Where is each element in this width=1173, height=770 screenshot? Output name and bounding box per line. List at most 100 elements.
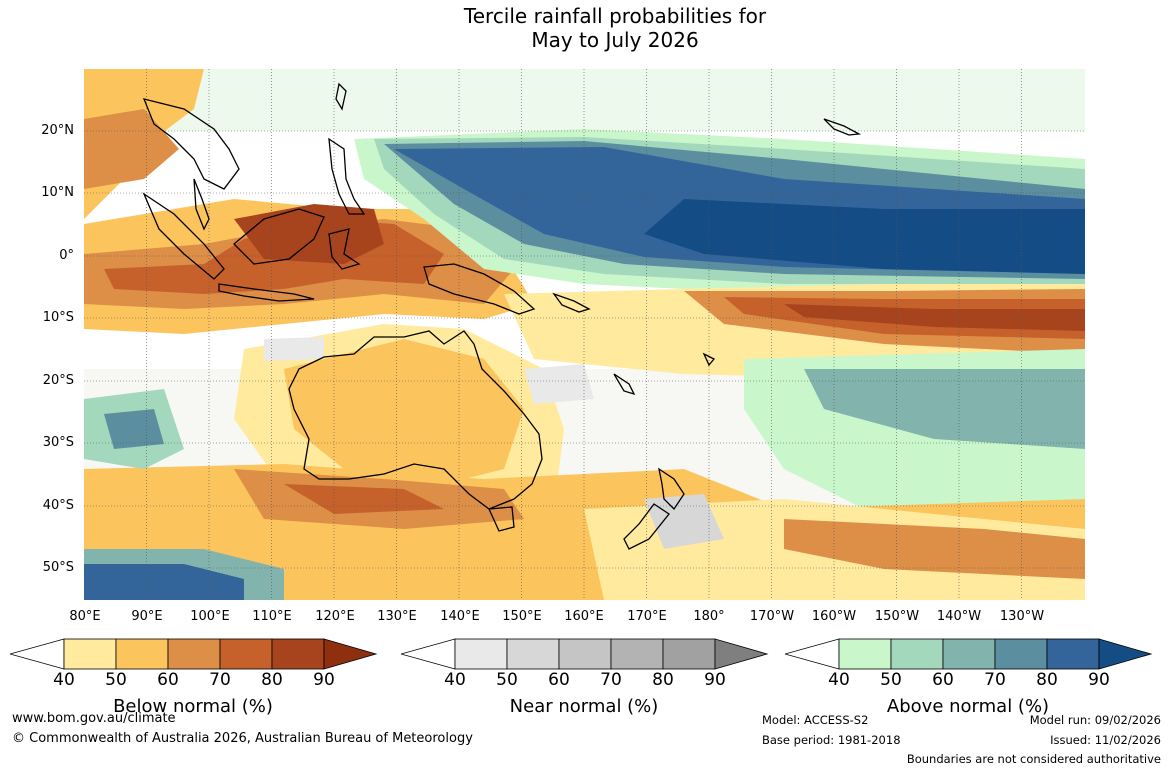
region-near-normal-3 xyxy=(264,337,324,361)
cb-below-bin-40-50 xyxy=(63,638,117,670)
lat-label-40s: 40°S xyxy=(42,498,74,513)
cb-above-tick: 60 xyxy=(932,670,954,690)
cb-near-tick: 40 xyxy=(444,670,466,690)
cb-near-bin-70-80 xyxy=(610,638,664,670)
cb-below-tick: 70 xyxy=(209,670,231,690)
coast-new-caledonia xyxy=(613,373,636,396)
model-name: Model: ACCESS-S2 xyxy=(762,713,869,727)
coast-hawaii xyxy=(823,118,862,136)
lon-label-160w: 160°W xyxy=(811,609,857,624)
issued-date: Issued: 11/02/2026 xyxy=(1050,733,1161,747)
coast-fiji xyxy=(702,352,716,367)
colorbar-above-normal xyxy=(785,638,1153,670)
coast-taiwan xyxy=(335,82,347,111)
website-link[interactable]: www.bom.gov.au/climate xyxy=(12,711,176,726)
cb-near-upper xyxy=(714,638,769,670)
cb-below-bin-80-90 xyxy=(271,638,325,670)
cb-above-bin-70-80 xyxy=(994,638,1048,670)
coast-java xyxy=(218,283,315,302)
model-run-date: Model run: 09/02/2026 xyxy=(1029,713,1161,727)
cb-below-tick: 90 xyxy=(313,670,335,690)
coastlines xyxy=(142,82,862,550)
cb-near-tick: 60 xyxy=(548,670,570,690)
cb-near-tick: 80 xyxy=(652,670,674,690)
copyright-notice: © Commonwealth of Australia 2026, Austra… xyxy=(12,731,473,746)
rainfall-probability-map xyxy=(84,69,1085,600)
cb-above-bin-50-60 xyxy=(890,638,944,670)
cb-below-tick: 40 xyxy=(53,670,75,690)
cb-above-upper xyxy=(1098,638,1153,670)
cb-above-bin-40-50 xyxy=(838,638,892,670)
region-w-indian-above-70 xyxy=(104,409,164,449)
chart-title: Tercile rainfall probabilities for May t… xyxy=(0,4,1173,52)
coast-new-zealand-south xyxy=(623,503,670,550)
region-nw-below-strong xyxy=(84,109,179,189)
coast-borneo xyxy=(233,208,325,265)
cb-below-lower xyxy=(10,638,65,670)
lat-label-20n: 20°N xyxy=(41,123,74,138)
lon-label-170e: 170°E xyxy=(627,609,667,624)
lat-label-10s: 10°S xyxy=(42,310,74,325)
coast-australia xyxy=(288,330,543,510)
cb-below-tick: 80 xyxy=(261,670,283,690)
cb-near-bin-50-60 xyxy=(506,638,560,670)
cb-above-tick: 90 xyxy=(1088,670,1110,690)
boundaries-disclaimer: Boundaries are not considered authoritat… xyxy=(906,752,1161,766)
base-period: Base period: 1981-2018 xyxy=(762,733,901,747)
coast-sumatra xyxy=(142,192,225,280)
coast-sulawesi xyxy=(328,228,361,270)
lat-label-20s: 20°S xyxy=(42,373,74,388)
cb-below-bin-70-80 xyxy=(219,638,273,670)
north-pale-band xyxy=(84,69,1085,131)
lon-label-140e: 140°E xyxy=(440,609,480,624)
colorbar-above-title: Above normal (%) xyxy=(886,696,1050,717)
coast-indochina xyxy=(142,98,240,190)
cb-below-upper xyxy=(323,638,378,670)
title-line-2: May to July 2026 xyxy=(531,28,699,52)
cb-near-bin-60-70 xyxy=(558,638,612,670)
cb-above-bin-60-70 xyxy=(942,638,996,670)
region-near-normal-1 xyxy=(644,494,724,549)
region-southern-below-e-70 xyxy=(784,519,1085,579)
cb-above-tick: 80 xyxy=(1036,670,1058,690)
cb-near-tick: 90 xyxy=(704,670,726,690)
lon-label-80e: 80°E xyxy=(69,609,101,624)
cb-below-bin-50-60 xyxy=(115,638,169,670)
cb-near-tick: 50 xyxy=(496,670,518,690)
cb-above-tick: 70 xyxy=(984,670,1006,690)
lat-label-30s: 30°S xyxy=(42,435,74,450)
lon-label-120e: 120°E xyxy=(315,609,355,624)
graticule xyxy=(84,69,1085,600)
lon-label-90e: 90°E xyxy=(131,609,163,624)
cb-below-tick: 60 xyxy=(157,670,179,690)
coast-malay-peninsula xyxy=(193,178,210,231)
lon-label-140w: 140°W xyxy=(936,609,982,624)
coast-solomon xyxy=(552,292,591,313)
cb-below-bin-60-70 xyxy=(167,638,221,670)
lat-label-50s: 50°S xyxy=(42,560,74,575)
cb-near-lower xyxy=(401,638,456,670)
lat-label-0: 0° xyxy=(59,248,74,263)
cb-below-tick: 50 xyxy=(105,670,127,690)
coast-new-zealand-north xyxy=(658,467,685,511)
cb-above-tick: 40 xyxy=(828,670,850,690)
lon-label-110e: 110°E xyxy=(252,609,292,624)
lon-label-170w: 170°W xyxy=(749,609,795,624)
region-spcz-below-90 xyxy=(784,304,1085,331)
region-southern-below-80 xyxy=(284,484,444,514)
coast-new-guinea xyxy=(423,263,536,315)
cb-above-lower xyxy=(785,638,840,670)
region-australia-below-60 xyxy=(284,339,524,489)
colorbar-near-title: Near normal (%) xyxy=(509,696,659,717)
coast-tasmania xyxy=(488,506,515,532)
cb-near-bin-80-90 xyxy=(662,638,716,670)
lat-label-10n: 10°N xyxy=(41,185,74,200)
lon-label-130w: 130°W xyxy=(999,609,1045,624)
cb-above-bin-80-90 xyxy=(1046,638,1100,670)
colorbar-below-title: Below normal (%) xyxy=(113,696,273,717)
lon-label-150w: 150°W xyxy=(874,609,920,624)
cb-above-tick: 50 xyxy=(880,670,902,690)
region-near-normal-2 xyxy=(524,364,594,404)
region-sw-above-80 xyxy=(84,564,244,600)
coast-philippines xyxy=(328,137,366,215)
